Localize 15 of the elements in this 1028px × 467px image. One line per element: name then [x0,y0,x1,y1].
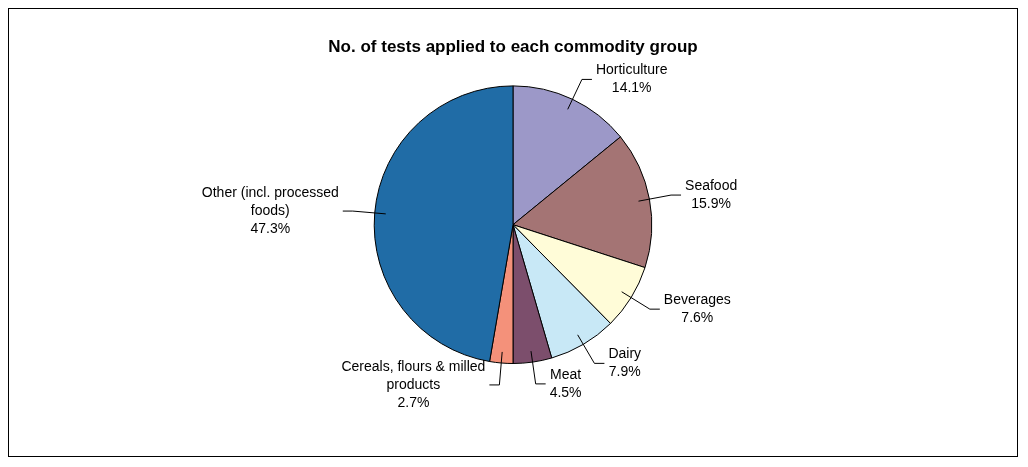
data-label: 15.9% [691,194,731,211]
slice-label: Meat [550,365,582,382]
data-label: 47.3% [250,219,291,236]
data-label: 14.1% [611,79,652,96]
slice-label: Seafood [685,176,738,193]
chart-title: No. of tests applied to each commodity group [328,36,698,56]
slice-label: Other (incl. processed foods) [201,183,339,218]
slice-label: Cereals, flours & milled products [341,357,486,392]
data-label: 7.6% [681,309,714,326]
slice-label: Beverages [663,291,731,308]
data-label: 4.5% [549,383,582,400]
slice-label: Dairy [608,345,642,362]
data-label: 2.7% [397,393,430,410]
slice-label: Horticulture [595,61,668,78]
data-label: 7.9% [608,363,641,380]
